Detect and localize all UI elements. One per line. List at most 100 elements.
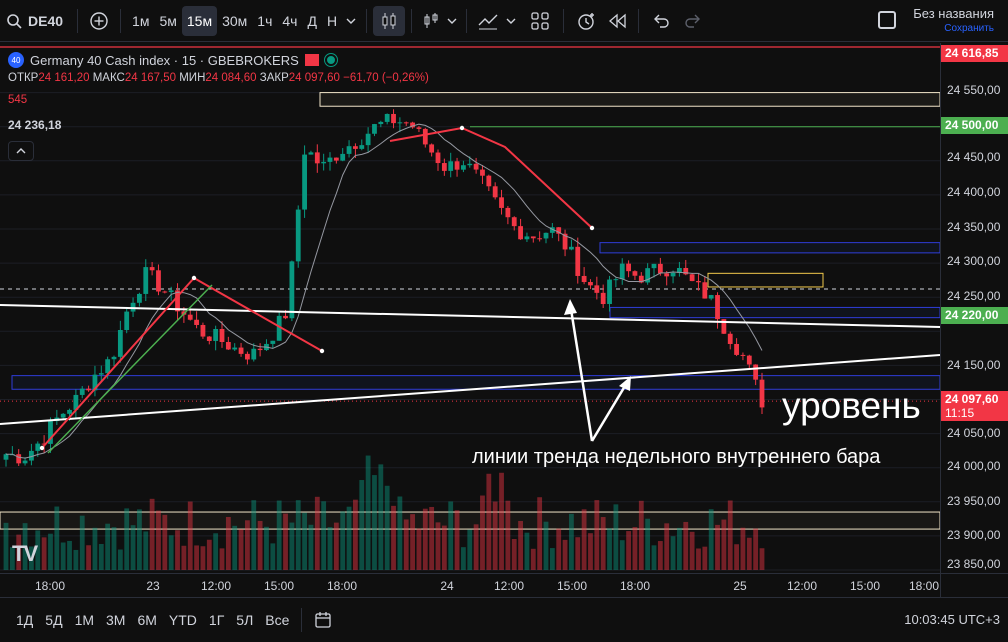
candle-body xyxy=(257,348,263,351)
pivot-point xyxy=(319,348,325,354)
volume-bar xyxy=(168,535,174,570)
price-tick: 24 550,00 xyxy=(947,83,1001,97)
volume-bar xyxy=(403,519,409,570)
price-axis[interactable]: 24 616,85 24 550,00 24 500,00 24 450,00 … xyxy=(940,43,1008,573)
volume-bar xyxy=(607,528,612,570)
candle-body xyxy=(22,460,28,464)
range-3m[interactable]: 3М xyxy=(106,612,126,628)
chart-type-bars-button[interactable] xyxy=(418,6,444,36)
range-all[interactable]: Все xyxy=(265,612,290,628)
candle-body xyxy=(403,122,409,124)
candle-body xyxy=(3,454,9,460)
volume-bar xyxy=(321,501,327,570)
candle-body xyxy=(441,163,447,171)
volume-bar xyxy=(232,525,238,570)
price-tick: 24 400,00 xyxy=(947,185,1001,199)
chart-type-candles-button[interactable] xyxy=(373,5,406,36)
volume-bar xyxy=(530,548,536,570)
volume-bar xyxy=(416,528,422,570)
instrument-title[interactable]: Germany 40 Cash index · 15 · GBEBROKERS xyxy=(30,52,299,68)
candle-body xyxy=(619,263,625,280)
annotation-trendlines[interactable]: линии тренда недельного внутреннего бара xyxy=(472,446,881,468)
candle-body xyxy=(41,443,47,445)
volume-bar xyxy=(746,537,752,570)
candle-body xyxy=(73,394,79,410)
candle-body xyxy=(372,124,377,134)
templates-icon xyxy=(531,11,549,30)
timeframe-5m[interactable]: 5м xyxy=(159,12,177,29)
range-6m[interactable]: 6М xyxy=(137,612,157,628)
layout-title-box[interactable]: Без названия Сохранить xyxy=(913,6,994,36)
volume-bar xyxy=(683,521,689,570)
replay-icon xyxy=(609,13,626,28)
volume-bar xyxy=(708,509,714,570)
save-status[interactable]: Сохранить xyxy=(944,23,994,34)
separator xyxy=(563,8,565,33)
tradingview-logo[interactable]: TV xyxy=(12,541,38,566)
range-1y[interactable]: 1Г xyxy=(208,612,225,628)
price-chart[interactable] xyxy=(0,43,941,573)
range-1m[interactable]: 1М xyxy=(74,612,95,628)
layout-icon[interactable] xyxy=(878,11,896,29)
volume-bar xyxy=(314,496,320,570)
chart-type-dropdown[interactable] xyxy=(444,6,460,36)
templates-button[interactable] xyxy=(523,6,557,36)
volume-bar xyxy=(124,508,130,570)
candle-body xyxy=(511,217,517,227)
clock-timezone[interactable]: 10:03:45 UTC+3 xyxy=(904,612,1000,627)
add-symbol-button[interactable] xyxy=(84,6,114,36)
volume-bar xyxy=(664,523,670,570)
volume-bar xyxy=(251,500,257,570)
candle-body xyxy=(657,263,663,274)
volume-bar xyxy=(353,499,358,570)
separator xyxy=(411,8,413,33)
timeframe-day[interactable]: Д xyxy=(307,12,317,29)
range-1d[interactable]: 1Д xyxy=(16,612,34,628)
timeframe-week[interactable]: Н xyxy=(326,12,338,29)
volume-bar xyxy=(734,544,739,570)
time-axis[interactable]: 18:00 23 12:00 15:00 18:00 24 12:00 15:0… xyxy=(0,573,940,597)
alert-button[interactable] xyxy=(570,6,602,36)
redo-button[interactable] xyxy=(677,6,709,36)
volume-bar xyxy=(149,498,155,570)
axis-corner xyxy=(940,573,1008,597)
volume-bar xyxy=(162,514,168,570)
separator xyxy=(301,608,303,632)
range-ytd[interactable]: YTD xyxy=(168,612,197,628)
calendar-icon xyxy=(315,612,332,628)
candle-body xyxy=(632,271,638,276)
undo-button[interactable] xyxy=(645,6,677,36)
replay-button[interactable] xyxy=(602,6,632,36)
candle-body xyxy=(702,282,708,299)
candle-body xyxy=(111,356,117,360)
timeframe-15m[interactable]: 15м xyxy=(181,5,218,36)
timeframe-4h[interactable]: 4ч xyxy=(282,12,298,29)
bottom-toolbar: 1Д 5Д 1М 3М 6М YTD 1Г 5Л Все 10:03:45 UT… xyxy=(0,597,1008,642)
volume-bar xyxy=(187,501,193,570)
candle-body xyxy=(206,336,212,341)
market-status-icon[interactable] xyxy=(323,53,338,67)
timeframe-1h[interactable]: 1ч xyxy=(257,12,273,29)
volume-bar xyxy=(594,500,600,570)
symbol-search-button[interactable]: DE40 xyxy=(6,6,63,36)
timeframe-30m[interactable]: 30м xyxy=(222,12,248,29)
collapse-legend-button[interactable] xyxy=(8,141,34,161)
candle-body xyxy=(492,186,498,198)
timeframe-dropdown[interactable] xyxy=(342,6,360,36)
annotation-level[interactable]: уровень xyxy=(782,385,921,426)
volume-bar xyxy=(461,547,466,570)
candle-body xyxy=(753,364,759,380)
candles-icon xyxy=(382,12,396,29)
goto-date-button[interactable] xyxy=(308,605,338,635)
volume-bar xyxy=(264,526,269,570)
candle-body xyxy=(721,319,727,334)
range-5d[interactable]: 5Д xyxy=(45,612,63,628)
range-5y[interactable]: 5Л xyxy=(236,612,254,628)
timeframe-1m[interactable]: 1м xyxy=(132,12,150,29)
indicators-dropdown[interactable] xyxy=(503,6,519,36)
volume-bar xyxy=(143,531,149,570)
indicators-button[interactable] xyxy=(473,6,503,36)
chart-pane[interactable] xyxy=(0,43,941,573)
candle-body xyxy=(454,161,460,170)
volume-bar xyxy=(581,509,587,570)
